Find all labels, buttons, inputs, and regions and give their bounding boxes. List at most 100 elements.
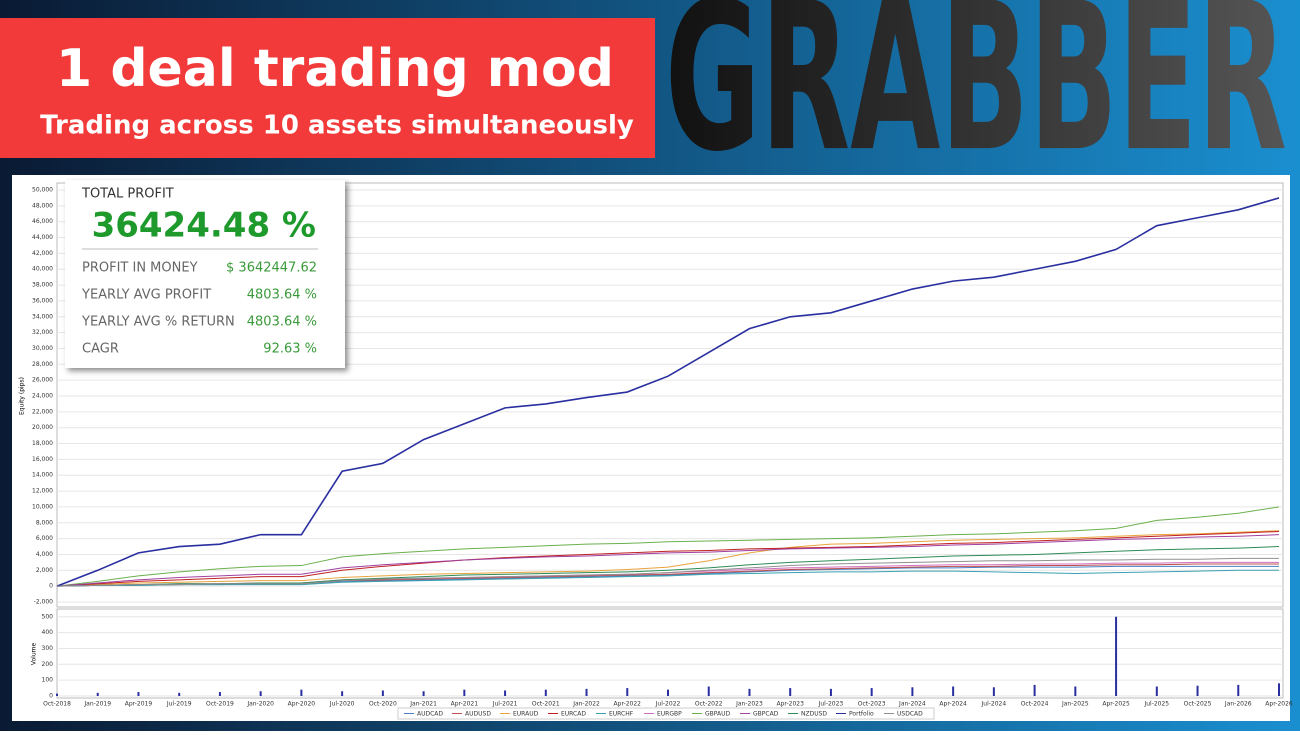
x-tick-label: Jan-2023: [735, 701, 763, 708]
stat-name: YEARLY AVG PROFIT: [81, 288, 211, 303]
stat-name: YEARLY AVG % RETURN: [81, 315, 235, 330]
x-tick-label: Oct-2023: [858, 701, 886, 708]
y-tick-label: 14,000: [32, 472, 53, 479]
x-tick-label: Jan-2025: [1061, 701, 1089, 708]
volume-bar: [259, 691, 262, 696]
x-tick-label: Apr-2025: [1102, 701, 1130, 708]
y-tick-label: 32,000: [32, 329, 53, 336]
volume-bar: [911, 687, 914, 696]
volume-bar: [341, 691, 344, 696]
banner: [0, 18, 655, 158]
volume-bar: [789, 688, 792, 696]
x-tick-label: Oct-2020: [369, 701, 397, 708]
volume-bar: [422, 691, 425, 696]
volume-bar: [381, 690, 384, 696]
y-tick-label: 34,000: [32, 313, 53, 320]
legend-label: GBPCAD: [753, 711, 779, 718]
stats-value: 36424.48 %: [92, 206, 316, 246]
x-tick-label: Jan-2024: [898, 701, 926, 708]
y-tick-label: 10,000: [32, 503, 53, 510]
y-tick-label: 44,000: [32, 234, 53, 241]
volume-bar: [707, 686, 710, 696]
x-tick-label: Apr-2020: [288, 701, 316, 708]
x-tick-label: Jan-2021: [409, 701, 437, 708]
volume-bar: [218, 692, 221, 696]
x-tick-label: Jan-2019: [83, 701, 111, 708]
series-line: [56, 530, 1280, 587]
y-tick-label: -2,000: [34, 599, 54, 606]
y-tick-label: 8,000: [36, 519, 53, 526]
legend-label: USDCAD: [897, 711, 923, 718]
x-tick-label: Apr-2024: [939, 701, 967, 708]
y-tick-label: 0: [49, 583, 53, 590]
y-tick-label: 28,000: [32, 361, 53, 368]
y-tick-label: 50,000: [32, 187, 53, 194]
volume-bar: [585, 688, 588, 696]
x-tick-label: Oct-2018: [43, 701, 71, 708]
stats-box: [65, 180, 345, 368]
y-tick-label: 24,000: [32, 393, 53, 400]
x-tick-label: Apr-2019: [125, 701, 153, 708]
y-tick-label: 400: [42, 629, 54, 636]
x-tick-label: Jan-2026: [1224, 701, 1252, 708]
x-tick-label: Apr-2023: [776, 701, 804, 708]
y-tick-label: 20,000: [32, 424, 53, 431]
series-line: [56, 569, 1279, 587]
x-tick-label: Oct-2024: [1021, 701, 1049, 708]
volume-bar: [748, 688, 751, 696]
volume-bar: [544, 689, 547, 696]
y-tick-label: 100: [42, 677, 54, 684]
banner-subtitle: Trading across 10 assets simultaneously: [40, 111, 634, 141]
y-tick-label: 38,000: [32, 282, 53, 289]
x-tick-label: Oct-2025: [1184, 701, 1212, 708]
legend-label: EURAUD: [513, 711, 539, 718]
volume-bar: [1155, 686, 1158, 696]
y-axis-label: Equity (pips): [19, 377, 26, 415]
y-tick-label: 22,000: [32, 408, 53, 415]
x-tick-label: Jan-2020: [246, 701, 274, 708]
volume-bar: [667, 689, 669, 696]
stat-name: CAGR: [82, 342, 119, 357]
legend-label: Portfolio: [849, 711, 874, 718]
volume-bar: [1237, 684, 1240, 696]
x-tick-label: Apr-2026: [1265, 701, 1293, 708]
series-line: [56, 546, 1280, 587]
volume-bar: [952, 686, 955, 696]
y-axis-label: Volume: [31, 643, 38, 666]
y-tick-label: 0: [49, 693, 53, 700]
x-tick-label: Apr-2022: [614, 701, 642, 708]
volume-bar: [626, 688, 629, 696]
legend-label: EURGBP: [657, 711, 682, 718]
y-tick-label: 500: [42, 613, 54, 620]
volume-bar: [1115, 616, 1118, 696]
volume-bar: [1074, 686, 1077, 696]
series-line: [56, 534, 1280, 587]
x-tick-label: Jul-2022: [655, 701, 681, 708]
x-tick-label: Oct-2022: [695, 701, 723, 708]
legend-label: EURCAD: [561, 711, 586, 718]
series-line: [56, 530, 1280, 587]
volume-bar: [1196, 685, 1199, 696]
legend-label: AUDCAD: [417, 711, 443, 718]
y-tick-label: 4,000: [36, 551, 53, 558]
banner-title: 1 deal trading mod: [56, 39, 614, 99]
stat-value: $ 3642447.62: [226, 261, 317, 276]
volume-area: [56, 608, 1284, 699]
volume-bar: [992, 687, 995, 696]
plot-area: [56, 182, 1284, 608]
legend-box: [397, 707, 935, 720]
y-tick-label: 300: [42, 645, 54, 652]
volume-bar: [829, 688, 832, 696]
x-tick-label: Jul-2019: [166, 701, 192, 708]
x-tick-label: Jul-2023: [818, 701, 844, 708]
volume-bar: [504, 690, 507, 696]
y-tick-label: 42,000: [32, 250, 53, 257]
volume-bar: [300, 689, 303, 696]
brand: GRABBER: [665, 0, 1287, 197]
y-tick-label: 48,000: [32, 202, 53, 209]
y-tick-label: 46,000: [32, 218, 53, 225]
legend-label: AUDUSD: [465, 711, 491, 718]
stat-value: 4803.64 %: [247, 315, 317, 330]
y-tick-label: 16,000: [32, 456, 53, 463]
